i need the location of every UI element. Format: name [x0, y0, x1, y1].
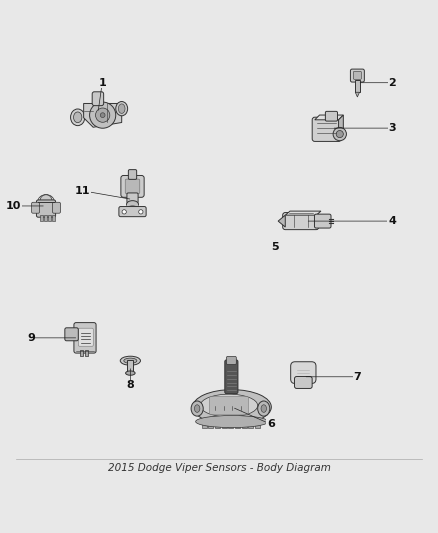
- FancyBboxPatch shape: [65, 328, 78, 341]
- FancyBboxPatch shape: [283, 213, 319, 230]
- Circle shape: [100, 113, 105, 117]
- Ellipse shape: [74, 112, 82, 123]
- Circle shape: [122, 209, 126, 214]
- Bar: [85, 351, 88, 356]
- Text: 2015 Dodge Viper Sensors - Body Diagram: 2015 Dodge Viper Sensors - Body Diagram: [108, 463, 330, 473]
- Bar: [202, 422, 207, 427]
- Bar: [44, 215, 47, 221]
- Text: 10: 10: [6, 201, 21, 211]
- FancyBboxPatch shape: [291, 362, 316, 383]
- Bar: [248, 422, 253, 427]
- Text: 8: 8: [127, 381, 134, 390]
- Circle shape: [139, 209, 143, 214]
- Text: 3: 3: [388, 123, 396, 133]
- FancyBboxPatch shape: [36, 200, 56, 217]
- Bar: [242, 422, 247, 427]
- Bar: [215, 422, 220, 427]
- FancyBboxPatch shape: [325, 111, 338, 121]
- Polygon shape: [339, 115, 343, 139]
- Ellipse shape: [127, 206, 138, 212]
- Circle shape: [90, 102, 116, 128]
- Ellipse shape: [127, 200, 138, 208]
- Ellipse shape: [191, 401, 203, 416]
- Text: 1: 1: [99, 78, 106, 88]
- FancyBboxPatch shape: [294, 376, 312, 389]
- Text: 9: 9: [27, 333, 35, 343]
- FancyBboxPatch shape: [314, 214, 331, 228]
- Ellipse shape: [120, 356, 141, 365]
- Bar: [127, 360, 133, 373]
- FancyBboxPatch shape: [128, 169, 137, 180]
- Bar: [52, 215, 55, 221]
- FancyBboxPatch shape: [127, 193, 138, 203]
- FancyBboxPatch shape: [226, 357, 236, 365]
- FancyBboxPatch shape: [78, 328, 93, 346]
- Bar: [80, 351, 83, 356]
- FancyBboxPatch shape: [125, 179, 140, 193]
- Circle shape: [95, 108, 110, 122]
- Circle shape: [333, 127, 346, 141]
- Ellipse shape: [196, 416, 268, 427]
- Bar: [40, 215, 43, 221]
- Ellipse shape: [38, 195, 54, 210]
- Bar: [208, 422, 213, 427]
- Bar: [222, 422, 226, 427]
- Ellipse shape: [118, 104, 125, 114]
- FancyBboxPatch shape: [225, 360, 238, 394]
- FancyBboxPatch shape: [32, 203, 39, 213]
- Bar: [48, 215, 51, 221]
- Polygon shape: [285, 211, 321, 215]
- Ellipse shape: [200, 394, 258, 417]
- Ellipse shape: [261, 405, 266, 413]
- Bar: [228, 422, 233, 427]
- Bar: [255, 422, 260, 427]
- FancyBboxPatch shape: [119, 207, 146, 216]
- FancyBboxPatch shape: [312, 117, 341, 141]
- Ellipse shape: [126, 371, 135, 375]
- FancyBboxPatch shape: [350, 69, 364, 82]
- FancyBboxPatch shape: [121, 175, 144, 197]
- Polygon shape: [355, 92, 360, 97]
- Bar: [355, 80, 360, 92]
- FancyBboxPatch shape: [209, 397, 248, 414]
- FancyBboxPatch shape: [53, 203, 60, 213]
- Text: 7: 7: [353, 372, 361, 382]
- Bar: [127, 204, 138, 209]
- Text: 6: 6: [267, 419, 275, 430]
- Ellipse shape: [194, 405, 200, 413]
- Polygon shape: [315, 115, 343, 120]
- Ellipse shape: [71, 109, 85, 126]
- Ellipse shape: [124, 358, 137, 364]
- Circle shape: [336, 131, 343, 138]
- Text: 5: 5: [272, 242, 279, 252]
- Circle shape: [40, 195, 52, 207]
- Ellipse shape: [193, 390, 271, 424]
- Text: 11: 11: [75, 186, 91, 196]
- Text: 2: 2: [388, 78, 396, 88]
- FancyBboxPatch shape: [353, 71, 361, 79]
- FancyBboxPatch shape: [92, 92, 104, 106]
- FancyBboxPatch shape: [74, 322, 96, 353]
- Text: 4: 4: [388, 216, 396, 226]
- Polygon shape: [278, 215, 285, 227]
- Ellipse shape: [116, 101, 127, 116]
- Bar: [235, 422, 240, 427]
- Ellipse shape: [258, 401, 270, 416]
- Polygon shape: [84, 103, 122, 127]
